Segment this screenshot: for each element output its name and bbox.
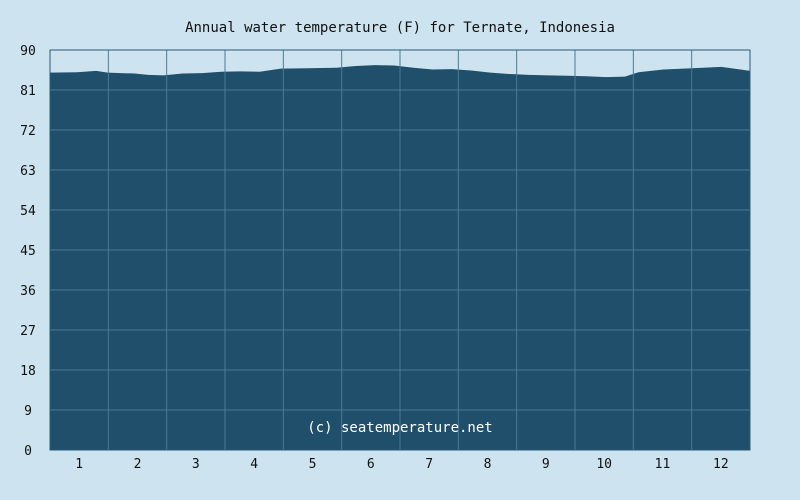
y-tick-label: 72: [20, 124, 36, 139]
y-tick-label: 36: [20, 284, 36, 299]
x-tick-label: 1: [75, 457, 83, 472]
y-tick-label: 90: [20, 44, 36, 59]
watermark: (c) seatemperature.net: [307, 420, 492, 436]
x-tick-label: 11: [655, 457, 671, 472]
x-tick-label: 4: [250, 457, 258, 472]
chart-title: Annual water temperature (F) for Ternate…: [185, 20, 615, 36]
y-tick-label: 27: [20, 324, 36, 339]
x-tick-label: 3: [192, 457, 200, 472]
y-tick-label: 0: [24, 444, 32, 459]
plot-border: [49, 49, 751, 451]
y-tick-label: 81: [20, 84, 36, 99]
x-tick-label: 2: [134, 457, 142, 472]
x-tick-label: 6: [367, 457, 375, 472]
x-tick-label: 12: [713, 457, 729, 472]
y-tick-label: 18: [20, 364, 36, 379]
x-tick-label: 9: [542, 457, 550, 472]
x-tick-label: 7: [425, 457, 433, 472]
y-tick-label: 54: [20, 204, 36, 219]
y-tick-label: 45: [20, 244, 36, 259]
x-tick-label: 5: [309, 457, 317, 472]
y-tick-label: 9: [24, 404, 32, 419]
x-tick-label: 10: [596, 457, 612, 472]
x-tick-label: 8: [484, 457, 492, 472]
y-tick-label: 63: [20, 164, 36, 179]
